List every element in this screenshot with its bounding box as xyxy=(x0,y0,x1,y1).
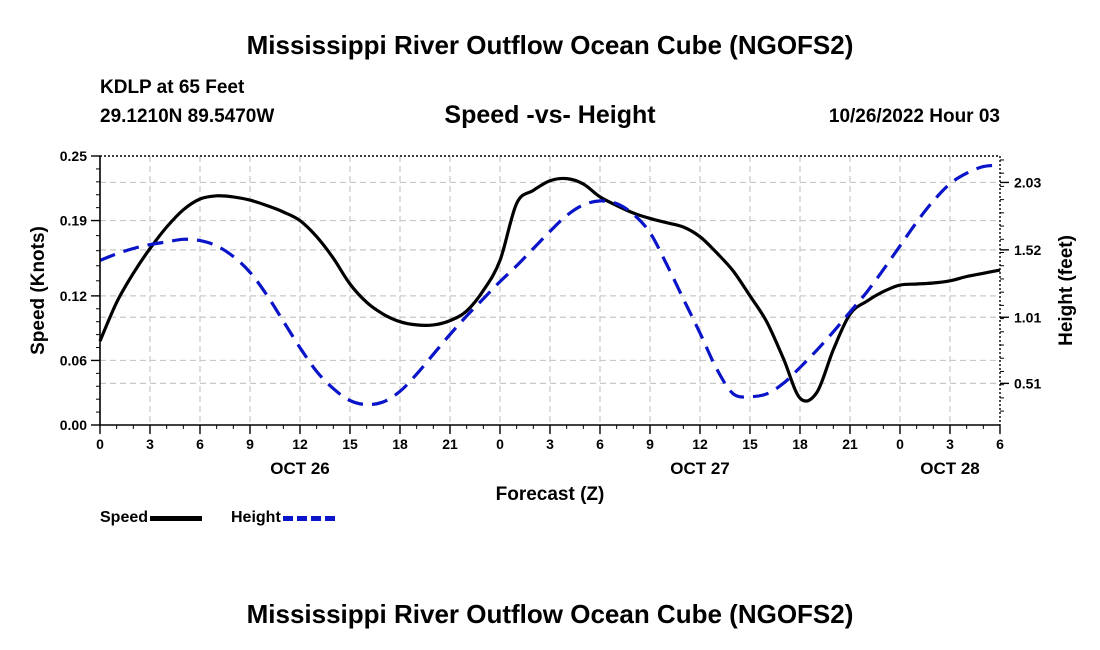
repeated-page-title: Mississippi River Outflow Ocean Cube (NG… xyxy=(246,599,854,629)
x-tick-label: 9 xyxy=(646,436,654,452)
y2-tick-label: 0.51 xyxy=(1014,375,1041,391)
y-tick-label: 0.19 xyxy=(60,213,87,229)
x-tick-label: 12 xyxy=(692,436,708,452)
y-tick-label: 0.06 xyxy=(60,352,87,368)
x-tick-label: 3 xyxy=(146,436,154,452)
y2-tick-label: 2.03 xyxy=(1014,174,1041,190)
x-tick-label: 18 xyxy=(392,436,408,452)
x-tick-label: 6 xyxy=(196,436,204,452)
x-tick-label: 15 xyxy=(342,436,358,452)
page-title: Mississippi River Outflow Ocean Cube (NG… xyxy=(246,30,854,60)
x-tick-label: 18 xyxy=(792,436,808,452)
legend-speed-swatch xyxy=(150,515,203,521)
x-tick-label: 0 xyxy=(496,436,504,452)
forecast-timestamp: 10/26/2022 Hour 03 xyxy=(828,106,1000,127)
y-tick-label: 0.00 xyxy=(60,417,87,433)
x-tick-label: 0 xyxy=(96,436,104,452)
x-tick-label: 21 xyxy=(842,436,858,452)
legend-height-swatch xyxy=(282,515,335,521)
station-label: KDLP at 65 Feet xyxy=(100,77,245,98)
y-tick-label: 0.12 xyxy=(60,288,87,304)
x-tick-label: 3 xyxy=(946,436,954,452)
x-date-label: OCT 28 xyxy=(920,459,980,478)
x-tick-label: 3 xyxy=(546,436,554,452)
axes xyxy=(91,155,1009,434)
y2-tick-label: 1.01 xyxy=(1014,309,1041,325)
series-lines xyxy=(98,163,1001,407)
x-tick-label: 0 xyxy=(896,436,904,452)
y-axis-title: Speed (Knots) xyxy=(28,226,49,355)
x-axis-title: Forecast (Z) xyxy=(496,484,605,505)
station-coordinates: 29.1210N 89.5470W xyxy=(100,106,275,127)
legend-speed: Speed xyxy=(100,509,203,527)
y2-axis-title: Height (feet) xyxy=(1056,235,1077,346)
grid xyxy=(100,156,1000,425)
legend-height: Height xyxy=(231,509,335,527)
x-tick-label: 6 xyxy=(596,436,604,452)
x-date-label: OCT 27 xyxy=(670,459,730,478)
x-tick-label: 12 xyxy=(292,436,308,452)
legend-speed-label: Speed xyxy=(100,509,149,526)
x-date-label: OCT 26 xyxy=(270,459,330,478)
series-line-height xyxy=(99,163,1001,407)
x-tick-label: 21 xyxy=(442,436,458,452)
x-tick-label: 6 xyxy=(996,436,1004,452)
x-tick-label: 9 xyxy=(246,436,254,452)
axis-labels: 0 3 6 9 12 15 18 21 0 3 6 9 12 15 18 21 0 3 6 OCT 26 OCT 27 O… xyxy=(28,148,1077,505)
y-tick-label: 0.25 xyxy=(60,148,87,164)
y2-tick-label: 1.52 xyxy=(1014,242,1041,258)
legend-height-label: Height xyxy=(231,509,281,526)
x-tick-label: 15 xyxy=(742,436,758,452)
chart-subtitle: Speed -vs- Height xyxy=(444,101,656,129)
